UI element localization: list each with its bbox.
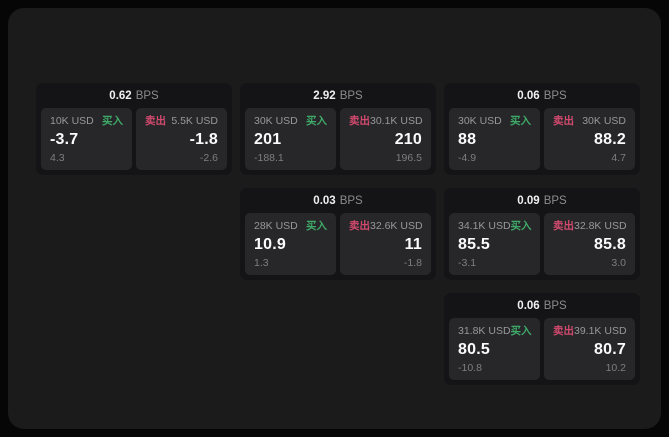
sell-size: 30.1K USD [370,115,423,127]
buy-size: 31.8K USD [458,325,511,337]
buy-label: 买入 [306,220,327,232]
bps-header: 0.62 BPS [36,83,232,108]
quote-card: 2.92 BPS 30K USD 买入 201 -188.1 卖出 30.1K … [240,83,436,175]
bps-value: 0.62 [109,89,132,102]
sell-delta: 10.2 [605,362,626,374]
buy-size: 30K USD [254,115,298,127]
sell-label: 卖出 [553,115,574,127]
bps-unit: BPS [543,89,567,102]
buy-price: 85.5 [458,235,490,253]
buy-label: 买入 [510,220,532,232]
sell-delta: 3.0 [611,257,626,269]
bps-header: 0.06 BPS [444,293,640,318]
sell-tile[interactable]: 卖出 5.5K USD -1.8 -2.6 [136,108,227,170]
sell-price: 88.2 [594,130,626,148]
buy-tile[interactable]: 30K USD 买入 201 -188.1 [245,108,336,170]
buy-size: 30K USD [458,115,502,127]
sell-delta: -1.8 [403,257,422,269]
buy-tile[interactable]: 34.1K USD 买入 85.5 -3.1 [449,213,540,275]
buy-label: 买入 [102,115,123,127]
buy-delta: -3.1 [458,257,477,269]
buy-price: 80.5 [458,340,490,358]
bps-unit: BPS [135,89,159,102]
quote-card: 0.09 BPS 34.1K USD 买入 85.5 -3.1 卖出 32.8K… [444,188,640,280]
buy-size: 10K USD [50,115,94,127]
sell-tile[interactable]: 卖出 32.6K USD 11 -1.8 [340,213,431,275]
buy-delta: -188.1 [254,152,284,164]
sell-label: 卖出 [553,220,574,232]
buy-delta: 4.3 [50,152,65,164]
sell-size: 30K USD [582,115,626,127]
quote-card: 0.06 BPS 31.8K USD 买入 80.5 -10.8 卖出 39.1… [444,293,640,385]
buy-price: 10.9 [254,235,286,253]
sell-size: 5.5K USD [171,115,218,127]
buy-price: -3.7 [50,130,79,148]
sell-tile[interactable]: 卖出 30K USD 88.2 4.7 [544,108,635,170]
sell-tile[interactable]: 卖出 30.1K USD 210 196.5 [340,108,431,170]
bps-value: 0.09 [517,194,540,207]
buy-label: 买入 [510,115,531,127]
sell-size: 39.1K USD [574,325,627,337]
buy-delta: -4.9 [458,152,477,164]
bps-header: 0.03 BPS [240,188,436,213]
bps-header: 0.06 BPS [444,83,640,108]
quote-card: 0.06 BPS 30K USD 买入 88 -4.9 卖出 30K USD 8… [444,83,640,175]
bps-value: 2.92 [313,89,336,102]
buy-tile[interactable]: 28K USD 买入 10.9 1.3 [245,213,336,275]
sell-price: 210 [394,130,422,148]
bps-header: 0.09 BPS [444,188,640,213]
sell-price: 80.7 [594,340,626,358]
sell-label: 卖出 [553,325,574,337]
bps-unit: BPS [543,194,567,207]
quotes-panel: 0.62 BPS 10K USD 买入 -3.7 4.3 卖出 5.5K USD… [8,8,661,429]
buy-delta: 1.3 [254,257,269,269]
sell-price: 85.8 [594,235,626,253]
buy-price: 201 [254,130,282,148]
sell-delta: 196.5 [395,152,422,164]
sell-tile[interactable]: 卖出 39.1K USD 80.7 10.2 [544,318,635,380]
sell-label: 卖出 [145,115,166,127]
buy-size: 34.1K USD [458,220,511,232]
sell-label: 卖出 [349,115,370,127]
sell-price: -1.8 [189,130,218,148]
sell-delta: 4.7 [611,152,626,164]
sell-tile[interactable]: 卖出 32.8K USD 85.8 3.0 [544,213,635,275]
bps-value: 0.06 [517,299,540,312]
buy-tile[interactable]: 10K USD 买入 -3.7 4.3 [41,108,132,170]
bps-unit: BPS [339,194,363,207]
sell-label: 卖出 [349,220,370,232]
bps-value: 0.03 [313,194,336,207]
buy-tile[interactable]: 31.8K USD 买入 80.5 -10.8 [449,318,540,380]
bps-value: 0.06 [517,89,540,102]
sell-size: 32.8K USD [574,220,627,232]
bps-unit: BPS [339,89,363,102]
buy-label: 买入 [306,115,327,127]
sell-delta: -2.6 [199,152,218,164]
buy-tile[interactable]: 30K USD 买入 88 -4.9 [449,108,540,170]
sell-price: 11 [404,235,422,253]
bps-header: 2.92 BPS [240,83,436,108]
buy-delta: -10.8 [458,362,482,374]
quote-card: 0.03 BPS 28K USD 买入 10.9 1.3 卖出 32.6K US… [240,188,436,280]
bps-unit: BPS [543,299,567,312]
sell-size: 32.6K USD [370,220,423,232]
quote-card: 0.62 BPS 10K USD 买入 -3.7 4.3 卖出 5.5K USD… [36,83,232,175]
buy-label: 买入 [510,325,532,337]
buy-price: 88 [458,130,477,148]
buy-size: 28K USD [254,220,298,232]
